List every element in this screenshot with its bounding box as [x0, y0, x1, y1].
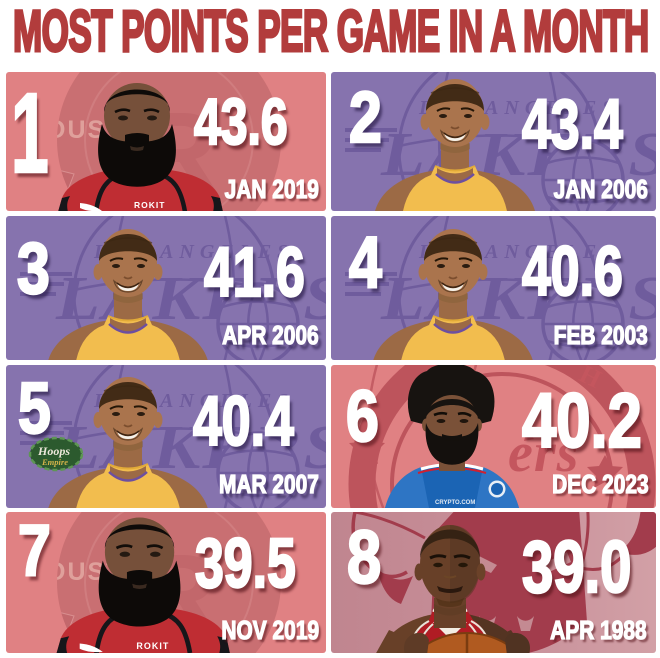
svg-text:ROKIT: ROKIT [136, 641, 169, 651]
svg-text:ers: ers [508, 422, 579, 484]
svg-text:Hoops: Hoops [37, 444, 70, 458]
svg-text:Empire: Empire [41, 457, 68, 467]
svg-text:ROKIT: ROKIT [134, 200, 165, 210]
svg-text:CRYPTO.COM: CRYPTO.COM [435, 500, 475, 506]
